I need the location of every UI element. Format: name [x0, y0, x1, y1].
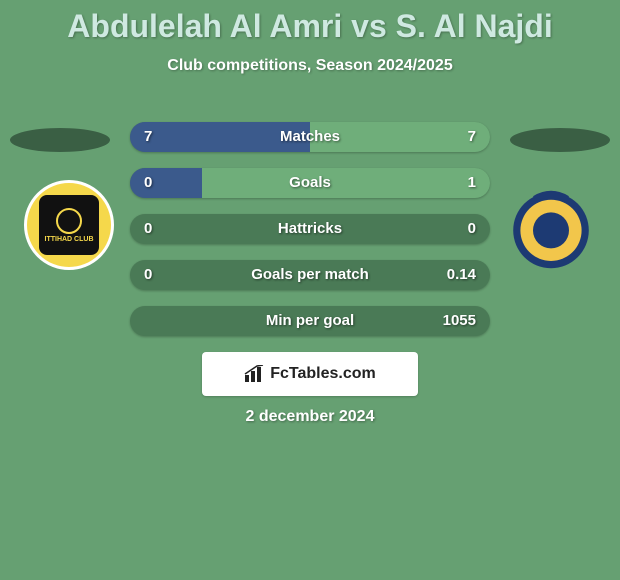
- stat-row: Goals per match0 0.14: [130, 260, 490, 290]
- comparison-card: Abdulelah Al Amri vs S. Al Najdi Club co…: [0, 0, 620, 580]
- page-title: Abdulelah Al Amri vs S. Al Najdi: [0, 0, 620, 45]
- crest-shadow-left: [10, 128, 110, 152]
- stat-value-right: 1: [468, 168, 476, 198]
- stat-row: Hattricks0 0: [130, 214, 490, 244]
- subtitle: Club competitions, Season 2024/2025: [0, 57, 620, 75]
- bars-icon: [244, 365, 264, 383]
- stat-value-right: 0: [468, 214, 476, 244]
- stat-value-right: 0.14: [447, 260, 476, 290]
- stat-value-right: 1055: [443, 306, 476, 336]
- date-text: 2 december 2024: [0, 408, 620, 426]
- crest-right-crown-icon: [533, 191, 569, 202]
- crest-right-outer: [513, 193, 589, 269]
- stat-label: Goals: [130, 168, 490, 198]
- stat-label: Goals per match: [130, 260, 490, 290]
- stat-value-left: 0: [144, 168, 152, 198]
- brand-badge[interactable]: FcTables.com: [202, 352, 418, 396]
- stats-list: Matches77Goals01Hattricks00Goals per mat…: [130, 122, 490, 352]
- crest-right-inner: [533, 212, 569, 248]
- stat-row: Min per goal1055: [130, 306, 490, 336]
- crest-right-svg: [506, 180, 596, 270]
- stat-value-left: 7: [144, 122, 152, 152]
- club-crest-right: [506, 180, 596, 270]
- club-crest-left: ITTIHAD CLUB: [24, 180, 114, 270]
- stat-row: Goals0 1: [130, 168, 490, 198]
- stat-row: Matches7 7: [130, 122, 490, 152]
- crest-right-mid: [520, 200, 581, 261]
- stat-value-right: 7: [468, 122, 476, 152]
- crest-left-label: ITTIHAD CLUB: [45, 236, 94, 243]
- stat-label: Min per goal: [130, 306, 490, 336]
- stat-label: Matches: [130, 122, 490, 152]
- stat-label: Hattricks: [130, 214, 490, 244]
- stat-value-left: 0: [144, 260, 152, 290]
- crest-left-inner: ITTIHAD CLUB: [39, 195, 99, 255]
- crest-left-ring-icon: [56, 208, 82, 234]
- brand-text: FcTables.com: [270, 365, 376, 383]
- stat-value-left: 0: [144, 214, 152, 244]
- crest-shadow-right: [510, 128, 610, 152]
